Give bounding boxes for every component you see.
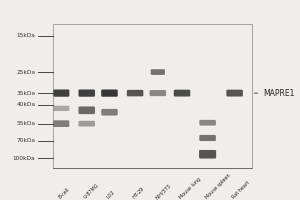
FancyBboxPatch shape [79, 106, 95, 114]
Text: Rat heart: Rat heart [231, 180, 251, 200]
Text: U-87MG: U-87MG [83, 183, 100, 200]
Text: 70kDa: 70kDa [16, 138, 35, 143]
Text: Mouse spleen: Mouse spleen [204, 173, 231, 200]
FancyBboxPatch shape [150, 90, 166, 96]
FancyBboxPatch shape [53, 106, 69, 111]
FancyBboxPatch shape [79, 121, 95, 127]
Text: 15kDa: 15kDa [16, 33, 35, 38]
Text: HT-29: HT-29 [131, 187, 145, 200]
Text: NIH/3T3: NIH/3T3 [154, 183, 172, 200]
Text: Mouse lung: Mouse lung [178, 177, 202, 200]
FancyBboxPatch shape [127, 90, 143, 96]
Text: B-cell: B-cell [58, 187, 71, 200]
Text: 100kDa: 100kDa [13, 156, 35, 161]
Text: 35kDa: 35kDa [16, 91, 35, 96]
FancyBboxPatch shape [174, 90, 190, 97]
FancyBboxPatch shape [151, 69, 165, 75]
FancyBboxPatch shape [199, 150, 216, 159]
FancyBboxPatch shape [200, 120, 216, 126]
Text: MAPRE1: MAPRE1 [254, 89, 295, 98]
FancyBboxPatch shape [53, 89, 69, 97]
FancyBboxPatch shape [53, 120, 69, 127]
Text: LO2: LO2 [106, 190, 116, 200]
FancyBboxPatch shape [79, 89, 95, 97]
Text: 25kDa: 25kDa [16, 70, 35, 75]
FancyBboxPatch shape [101, 109, 118, 116]
FancyBboxPatch shape [226, 90, 243, 97]
FancyBboxPatch shape [101, 89, 118, 97]
FancyBboxPatch shape [200, 135, 216, 141]
Text: 40kDa: 40kDa [16, 102, 35, 107]
Text: 55kDa: 55kDa [16, 121, 35, 126]
